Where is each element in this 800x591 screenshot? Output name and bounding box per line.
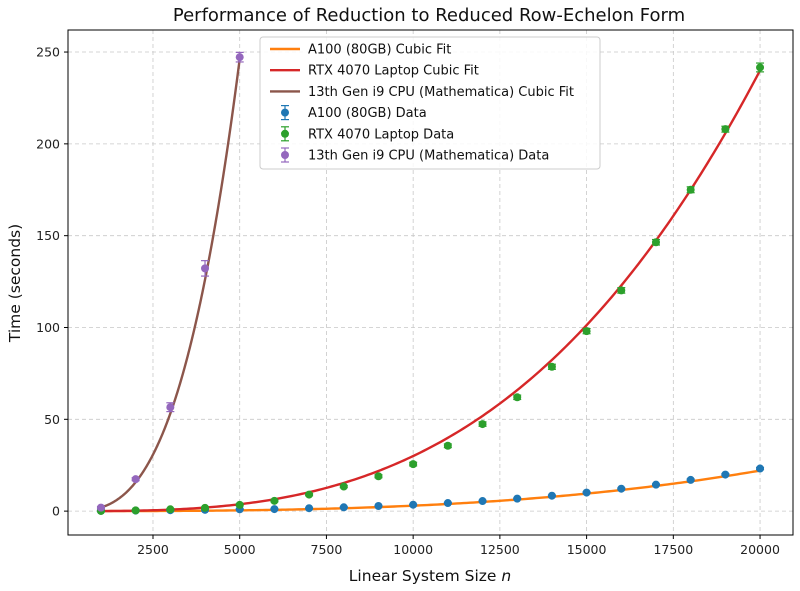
legend-marker-swatch (281, 108, 289, 117)
data-point (617, 484, 626, 493)
data-point (756, 464, 765, 473)
y-tick-label: 100 (36, 320, 60, 335)
data-point (478, 497, 487, 506)
data-point (235, 500, 244, 509)
legend-marker-swatch (281, 151, 289, 159)
data-point (374, 472, 383, 481)
data-point (270, 505, 279, 514)
y-tick-label: 250 (36, 45, 60, 60)
data-point (686, 475, 695, 484)
legend-entry-label: 13th Gen i9 CPU (Mathematica) Cubic Fit (308, 85, 574, 100)
x-tick-label: 15000 (567, 542, 607, 557)
x-axis-label: Linear System Size n (349, 567, 511, 585)
data-point (96, 503, 105, 512)
fit-curve (100, 69, 762, 513)
data-point (721, 125, 730, 134)
data-point (235, 53, 244, 62)
data-point (131, 506, 140, 515)
data-point (201, 503, 210, 512)
data-point (443, 499, 452, 508)
data-point (409, 460, 418, 469)
data-point (651, 480, 660, 489)
legend-box (259, 36, 601, 170)
data-point (305, 504, 314, 513)
legend: A100 (80GB) Cubic Fit RTX 4070 Laptop Cub… (259, 36, 601, 170)
y-tick-label: 0 (52, 504, 60, 519)
y-tick-label: 200 (36, 136, 60, 151)
data-point (166, 505, 175, 514)
plot-frame (67, 29, 794, 536)
x-tick-label: 7500 (311, 542, 343, 557)
x-tick-label: 17500 (653, 542, 693, 557)
data-point (686, 185, 695, 194)
legend-marker-swatch (281, 129, 289, 138)
data-point (478, 420, 487, 429)
y-tick-label: 150 (36, 228, 60, 243)
x-tick-label: 5000 (224, 542, 256, 557)
data-point (582, 327, 591, 336)
data-point (582, 488, 591, 497)
x-tick-label: 20000 (740, 542, 780, 557)
y-tick-label: 50 (44, 412, 60, 427)
legend-entry-label: A100 (80GB) Data (308, 106, 427, 121)
fit-curve (100, 58, 241, 509)
fit-curve (100, 469, 761, 513)
data-point (409, 500, 418, 509)
legend-entry-label: RTX 4070 Laptop Cubic Fit (308, 64, 479, 79)
data-point (443, 441, 452, 450)
data-point (651, 238, 660, 247)
data-point (617, 286, 626, 295)
y-axis-label: Time (seconds) (6, 224, 24, 343)
data-point (201, 264, 210, 273)
x-tick-label: 2500 (137, 542, 169, 557)
data-point (756, 63, 765, 72)
x-tick-label: 12500 (480, 542, 520, 557)
data-point (547, 491, 556, 500)
data-point (547, 362, 556, 371)
data-point (513, 494, 522, 503)
data-point (513, 393, 522, 402)
axis-ticks: 2500 5000 7500 10000 12500 15000 17500 20000 0 50… (36, 45, 780, 557)
legend-entry-label: A100 (80GB) Cubic Fit (308, 43, 451, 58)
data-point (374, 501, 383, 510)
data-point (721, 470, 730, 479)
data-point (339, 482, 348, 491)
data-point (305, 490, 314, 499)
legend-entry-label: 13th Gen i9 CPU (Mathematica) Data (308, 149, 549, 164)
data-point (166, 403, 175, 412)
chart-title: Performance of Reduction to Reduced Row-… (173, 5, 685, 26)
data-point (131, 475, 140, 484)
data-point (339, 503, 348, 512)
data-points (96, 51, 765, 515)
fit-curves (100, 58, 762, 513)
x-tick-label: 10000 (393, 542, 433, 557)
legend-entry-label: RTX 4070 Laptop Data (308, 127, 454, 142)
data-point (270, 496, 279, 505)
